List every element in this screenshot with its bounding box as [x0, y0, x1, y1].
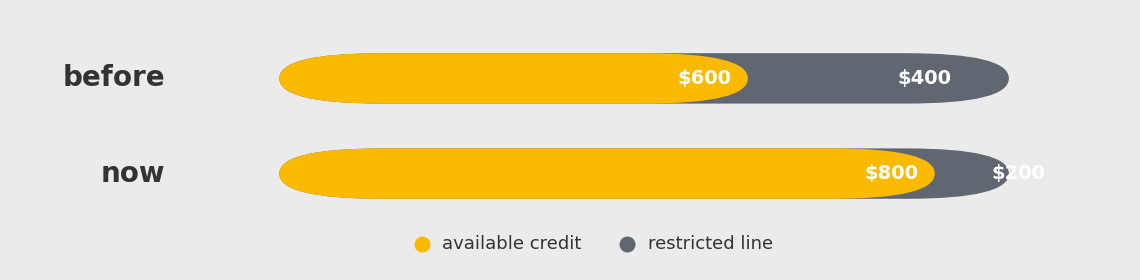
- Text: before: before: [63, 64, 165, 92]
- FancyBboxPatch shape: [279, 53, 748, 104]
- FancyBboxPatch shape: [279, 148, 935, 199]
- Text: $800: $800: [865, 164, 919, 183]
- Text: $400: $400: [897, 69, 952, 88]
- Text: restricted line: restricted line: [648, 235, 773, 253]
- FancyBboxPatch shape: [279, 53, 1009, 104]
- Text: available credit: available credit: [442, 235, 581, 253]
- Text: now: now: [100, 160, 165, 188]
- Text: $600: $600: [678, 69, 732, 88]
- Text: $200: $200: [991, 164, 1045, 183]
- Point: [618, 241, 636, 246]
- FancyBboxPatch shape: [279, 148, 1009, 199]
- Point: [413, 241, 431, 246]
